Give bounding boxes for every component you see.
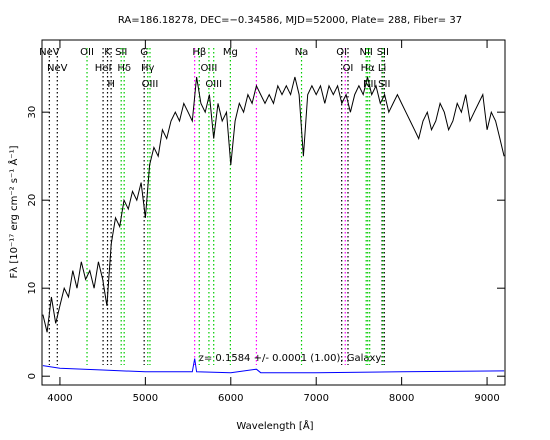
line-marker-label: G — [140, 47, 148, 58]
line-marker-label: OIII — [142, 79, 159, 90]
x-tick-label: 8000 — [389, 393, 414, 404]
line-marker-label: OIII — [201, 63, 218, 74]
annotation: z= 0.1584 +/- 0.0001 (1.00), Galaxy — [199, 353, 382, 364]
line-marker-label: OI — [336, 47, 347, 58]
x-axis-label: Wavelength [Å] — [236, 419, 313, 432]
spectrum-line — [42, 358, 505, 374]
line-marker-label: SII — [377, 47, 389, 58]
chart-title: RA=186.18278, DEC=−0.34586, MJD=52000, P… — [118, 15, 462, 26]
x-tick-label: 7000 — [303, 393, 328, 404]
spectrum-line — [42, 76, 505, 333]
line-marker-label: NeV — [39, 47, 60, 58]
line-marker-label: NII — [359, 47, 372, 58]
x-tick-label: 6000 — [218, 393, 243, 404]
line-marker-label: H — [107, 79, 115, 90]
line-marker-label: Hα — [361, 63, 376, 74]
line-marker-label: OIII — [205, 79, 222, 90]
line-marker-label: HeI — [95, 63, 112, 74]
y-tick-label: 10 — [27, 282, 38, 295]
line-marker-label: OI — [343, 63, 354, 74]
line-marker-label: NeV — [47, 63, 68, 74]
x-tick-label: 4000 — [47, 393, 72, 404]
x-tick-label: 9000 — [474, 393, 499, 404]
line-marker-label: SII — [115, 47, 127, 58]
line-marker-label: K — [104, 47, 111, 58]
line-marker-label: Hβ — [192, 47, 206, 58]
y-axis-label: Fλ [10⁻¹⁷ erg cm⁻² s⁻¹ Å⁻¹] — [7, 145, 20, 278]
line-marker-label: Hγ — [141, 63, 155, 74]
line-marker-label: Na — [295, 47, 309, 58]
y-tick-label: 20 — [27, 194, 38, 207]
x-tick-label: 5000 — [133, 393, 158, 404]
plot-area — [42, 76, 505, 374]
plot-frame — [41, 39, 506, 386]
line-marker-label: Hδ — [117, 63, 131, 74]
y-tick-label: 0 — [27, 373, 38, 379]
line-marker-label: Li — [378, 63, 386, 74]
line-marker-label: OII — [80, 47, 94, 58]
y-tick-label: 30 — [27, 106, 38, 119]
line-marker-label: SII — [378, 79, 390, 90]
line-marker-label: Mg — [223, 47, 238, 58]
